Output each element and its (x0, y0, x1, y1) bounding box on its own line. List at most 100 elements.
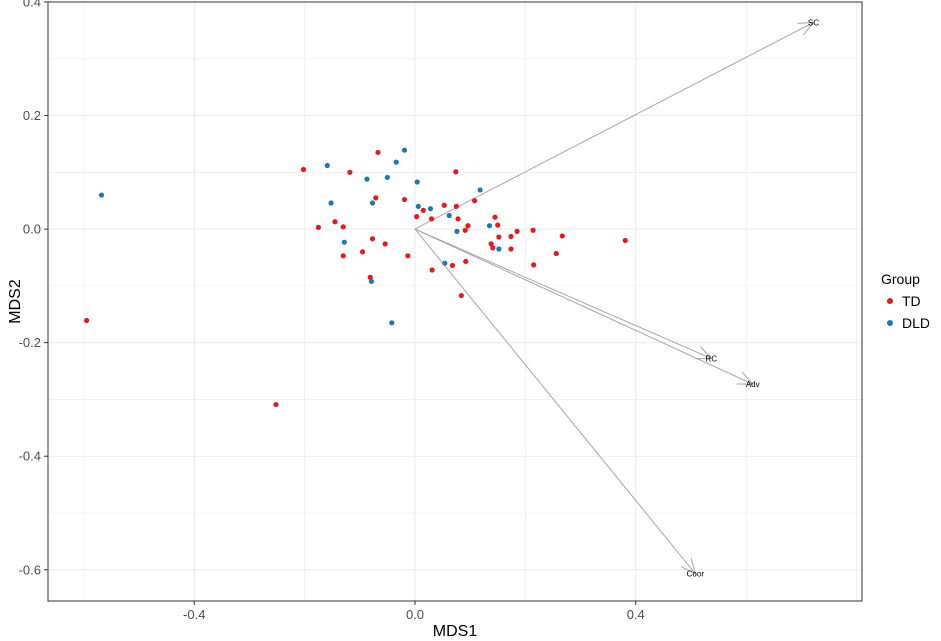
point-td (530, 227, 536, 233)
point-td (492, 214, 498, 220)
point-td (465, 223, 471, 229)
legend-label-dld: DLD (902, 315, 930, 331)
point-dld (328, 200, 334, 206)
legend-entries: TD DLD (887, 293, 930, 331)
point-dld (477, 187, 483, 193)
arrowhead-sc (797, 21, 815, 36)
point-dld (389, 320, 395, 326)
vector-arrow-coor (414, 228, 696, 575)
point-dld (427, 206, 434, 212)
point-dld (486, 223, 493, 229)
vector-arrow-adv (414, 228, 753, 385)
point-dld (442, 260, 448, 266)
vector-label-rc: RC (706, 355, 718, 364)
point-td (463, 258, 469, 265)
point-dld (496, 246, 502, 252)
vector-label-adv: Adv (746, 380, 760, 389)
point-td (375, 149, 381, 156)
point-td (455, 216, 461, 222)
point-td (359, 249, 366, 255)
point-td (495, 222, 501, 228)
point-td (449, 262, 456, 269)
point-td (453, 169, 459, 175)
point-td (559, 233, 565, 239)
y-tick-label: -0.6 (19, 562, 41, 577)
point-dld (393, 159, 399, 165)
point-td (429, 267, 435, 273)
legend-key-dld (887, 320, 893, 326)
point-td (347, 169, 353, 175)
point-td (441, 202, 447, 208)
point-dld (454, 228, 460, 234)
arrowhead-coor (680, 558, 697, 575)
vector-arrows: SC RC Adv Coor (414, 18, 819, 579)
point-td (300, 166, 307, 173)
point-td (84, 317, 90, 324)
point-td (428, 216, 435, 222)
point-td (273, 401, 279, 408)
y-axis-title: MDS2 (7, 279, 24, 324)
y-tick-label: -0.4 (19, 449, 41, 464)
data-points (84, 147, 628, 408)
point-dld (414, 179, 420, 185)
point-td (462, 227, 468, 233)
point-dld (369, 200, 376, 206)
point-td (332, 219, 338, 225)
point-td (382, 241, 388, 247)
x-tick-label: 0.4 (627, 607, 645, 622)
point-dld (341, 239, 347, 245)
y-tick-label: 0.4 (23, 0, 41, 10)
point-dld (368, 278, 374, 284)
legend-label-td: TD (902, 293, 921, 309)
point-td (508, 246, 514, 252)
point-td (453, 203, 459, 209)
point-td (488, 241, 494, 247)
x-axis-title: MDS1 (433, 623, 478, 640)
point-dld (446, 212, 452, 219)
point-td (622, 237, 628, 244)
point-dld (324, 162, 330, 169)
x-axis-ticks: -0.4 0.0 0.4 (183, 601, 645, 622)
y-axis-ticks: 0.4 0.2 0.0 -0.2 -0.4 -0.6 (19, 0, 48, 577)
point-dld (384, 174, 390, 181)
grid (48, 1, 862, 601)
point-td (420, 207, 426, 213)
point-td (531, 262, 537, 268)
point-td (369, 236, 376, 242)
x-tick-label: 0.0 (406, 607, 424, 622)
point-td (508, 233, 514, 240)
point-td (373, 195, 379, 201)
point-td (401, 196, 408, 203)
point-td (471, 198, 478, 204)
vector-label-coor: Coor (687, 570, 705, 579)
point-td (315, 224, 322, 231)
vector-arrow-rc (414, 228, 712, 360)
point-td (414, 214, 420, 220)
vector-label-sc: SC (808, 18, 819, 27)
point-td (496, 234, 502, 240)
x-tick-label: -0.4 (183, 607, 205, 622)
panel-border (47, 1, 863, 602)
point-td (367, 274, 373, 280)
y-tick-label: 0.2 (23, 108, 41, 123)
point-dld (364, 176, 370, 182)
point-td (458, 292, 464, 299)
point-dld (98, 192, 105, 198)
point-dld (415, 203, 421, 209)
arrowhead-rc (695, 346, 713, 360)
point-td (553, 250, 559, 257)
point-td (405, 253, 411, 259)
point-td (514, 228, 520, 234)
arrowhead-adv (736, 371, 754, 385)
point-dld (401, 147, 408, 153)
point-td (490, 245, 496, 251)
y-tick-label: 0.0 (23, 222, 41, 237)
legend-title: Group (881, 271, 920, 287)
legend-key-td (887, 298, 893, 304)
legend: Group TD DLD (881, 271, 930, 331)
point-td (340, 224, 346, 230)
vector-arrow-sc (414, 21, 814, 230)
point-td (340, 253, 346, 259)
y-tick-label: -0.2 (19, 335, 41, 350)
